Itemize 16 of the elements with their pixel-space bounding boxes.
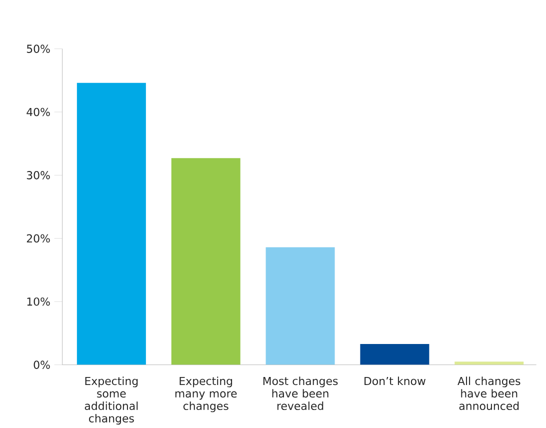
bar [360,344,430,365]
y-tick-label: 40% [26,108,50,116]
y-tick-label: 50% [26,44,50,53]
x-tick-label: Most changes have been revealed [263,376,338,410]
y-tick-label: 20% [26,234,50,243]
y-tick-label: 30% [26,171,50,180]
bar [171,158,240,365]
y-tick-label: 10% [27,297,50,306]
x-tick-label: Expecting some additional changes [84,376,138,425]
y-tick-label: 0% [34,360,50,369]
bar [454,362,524,365]
x-tick-label: Expecting many more changes [175,376,237,412]
x-tick-label: All changes have been announced [458,376,520,410]
bar [76,82,146,365]
x-tick-label: Don’t know [364,376,426,386]
bar [266,247,335,365]
